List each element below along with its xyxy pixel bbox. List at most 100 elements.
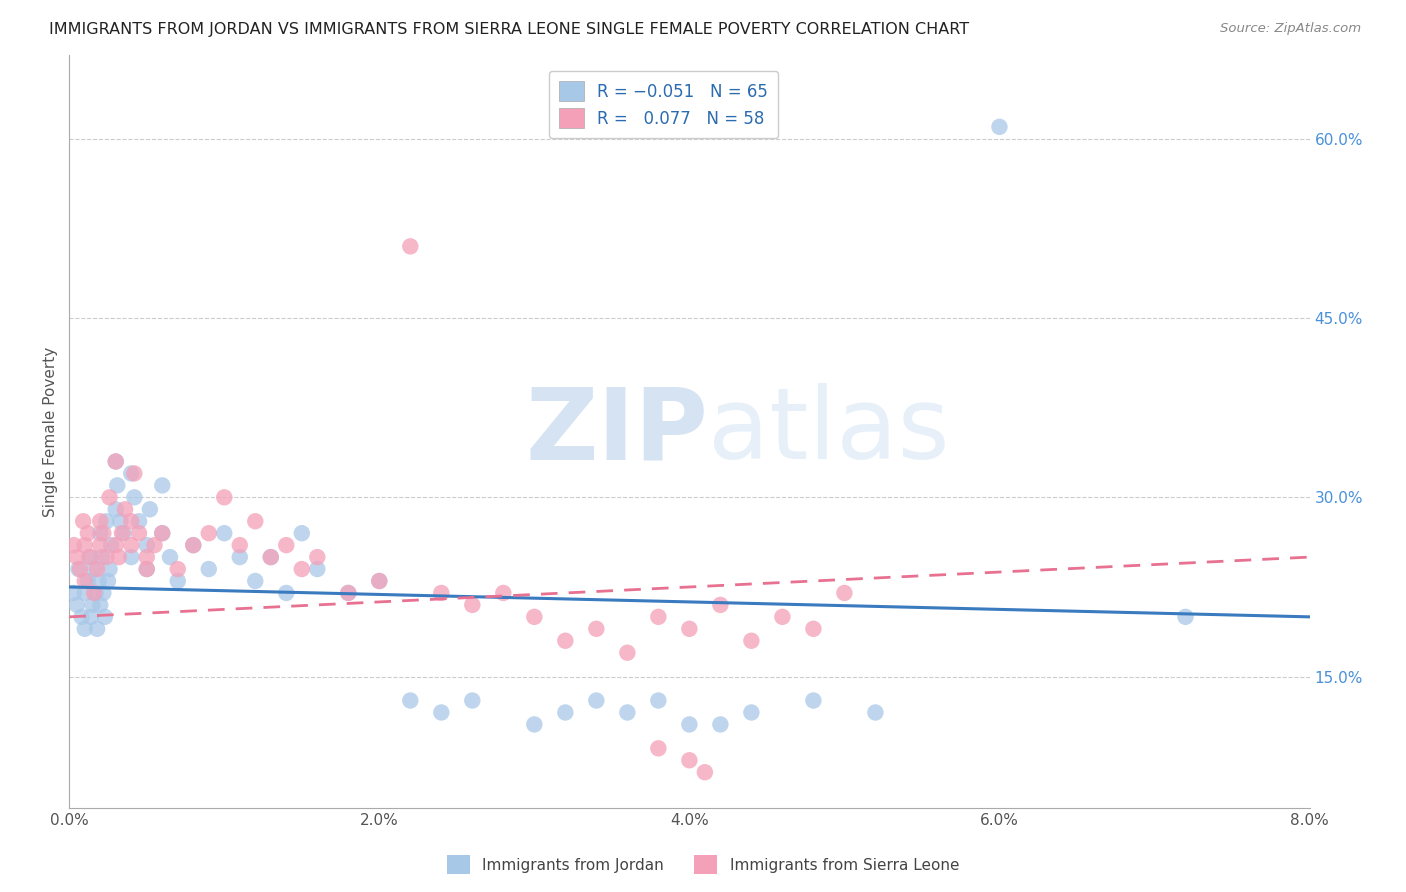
Point xyxy=(554,633,576,648)
Point xyxy=(166,574,188,588)
Point xyxy=(83,586,105,600)
Point xyxy=(197,526,219,541)
Point xyxy=(94,610,117,624)
Point xyxy=(143,538,166,552)
Point xyxy=(120,467,142,481)
Point xyxy=(307,562,329,576)
Point xyxy=(128,514,150,528)
Point xyxy=(181,538,204,552)
Point xyxy=(104,454,127,468)
Point xyxy=(585,622,607,636)
Text: IMMIGRANTS FROM JORDAN VS IMMIGRANTS FROM SIERRA LEONE SINGLE FEMALE POVERTY COR: IMMIGRANTS FROM JORDAN VS IMMIGRANTS FRO… xyxy=(49,22,969,37)
Point xyxy=(150,526,173,541)
Point xyxy=(114,502,136,516)
Point xyxy=(276,586,298,600)
Point xyxy=(73,574,96,588)
Point xyxy=(66,550,89,565)
Point xyxy=(181,538,204,552)
Text: Source: ZipAtlas.com: Source: ZipAtlas.com xyxy=(1220,22,1361,36)
Point xyxy=(616,646,638,660)
Point xyxy=(98,562,121,576)
Point xyxy=(585,693,607,707)
Point xyxy=(120,514,142,528)
Point xyxy=(229,550,252,565)
Point xyxy=(104,502,127,516)
Point xyxy=(66,598,89,612)
Point xyxy=(229,538,252,552)
Point xyxy=(89,538,111,552)
Point xyxy=(76,526,98,541)
Point xyxy=(1174,610,1197,624)
Point xyxy=(647,693,669,707)
Point xyxy=(399,239,422,253)
Point xyxy=(97,574,120,588)
Legend: Immigrants from Jordan, Immigrants from Sierra Leone: Immigrants from Jordan, Immigrants from … xyxy=(441,849,965,880)
Point xyxy=(135,538,157,552)
Point xyxy=(461,693,484,707)
Point xyxy=(523,610,546,624)
Point xyxy=(70,610,93,624)
Point xyxy=(150,526,173,541)
Point xyxy=(82,598,104,612)
Point xyxy=(678,753,700,767)
Point xyxy=(214,491,236,505)
Point xyxy=(159,550,181,565)
Point xyxy=(135,550,157,565)
Point xyxy=(260,550,283,565)
Point xyxy=(108,550,131,565)
Point xyxy=(139,502,162,516)
Point xyxy=(678,622,700,636)
Point xyxy=(461,598,484,612)
Point xyxy=(86,562,108,576)
Point xyxy=(523,717,546,731)
Point xyxy=(111,526,134,541)
Point xyxy=(91,526,114,541)
Point xyxy=(76,574,98,588)
Point xyxy=(616,706,638,720)
Point xyxy=(307,550,329,565)
Point xyxy=(63,538,86,552)
Point xyxy=(368,574,391,588)
Point xyxy=(72,514,94,528)
Point xyxy=(80,550,103,565)
Point xyxy=(197,562,219,576)
Y-axis label: Single Female Poverty: Single Female Poverty xyxy=(44,346,58,516)
Point xyxy=(260,550,283,565)
Point xyxy=(120,538,142,552)
Point xyxy=(84,586,107,600)
Point xyxy=(678,717,700,731)
Point xyxy=(124,491,146,505)
Point xyxy=(693,765,716,780)
Point xyxy=(104,538,127,552)
Point xyxy=(89,526,111,541)
Point xyxy=(67,562,90,576)
Point xyxy=(98,491,121,505)
Point xyxy=(80,610,103,624)
Point xyxy=(647,610,669,624)
Legend: R = −0.051   N = 65, R =   0.077   N = 58: R = −0.051 N = 65, R = 0.077 N = 58 xyxy=(548,71,778,138)
Point xyxy=(112,526,135,541)
Point xyxy=(128,526,150,541)
Point xyxy=(337,586,360,600)
Point xyxy=(73,538,96,552)
Point xyxy=(368,574,391,588)
Point xyxy=(803,693,825,707)
Point xyxy=(337,586,360,600)
Point xyxy=(430,706,453,720)
Point xyxy=(770,610,793,624)
Point xyxy=(110,514,132,528)
Point xyxy=(104,454,127,468)
Point xyxy=(79,550,101,565)
Point xyxy=(291,526,314,541)
Point xyxy=(73,586,96,600)
Point xyxy=(245,514,267,528)
Point xyxy=(90,550,112,565)
Point xyxy=(865,706,887,720)
Point xyxy=(554,706,576,720)
Point xyxy=(399,693,422,707)
Point xyxy=(96,514,118,528)
Text: atlas: atlas xyxy=(709,383,949,480)
Point xyxy=(96,550,118,565)
Point xyxy=(430,586,453,600)
Point xyxy=(709,598,731,612)
